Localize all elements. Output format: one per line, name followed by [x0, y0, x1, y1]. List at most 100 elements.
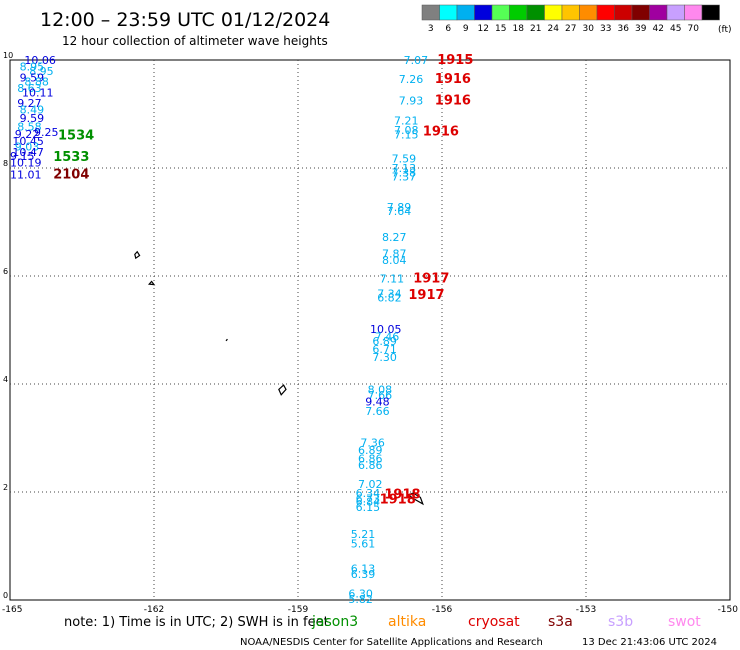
- colorbar-swatch: [649, 4, 668, 21]
- wave-height-label: 7.21: [394, 114, 419, 127]
- wave-height-label: 7.59: [392, 152, 417, 165]
- plot-area: 10.068.958.959.598.888.6310.119.278.499.…: [2, 51, 738, 615]
- pass-time-label: 1918: [384, 488, 420, 503]
- colorbar-swatch: [561, 4, 580, 21]
- colorbar-label: 15: [495, 24, 506, 34]
- wave-height-label: 7.30: [372, 351, 397, 364]
- wave-height-label: 6.89: [372, 335, 397, 348]
- satellite-legend-item: s3b: [608, 614, 633, 630]
- color-scale: 3 6 9 12 15 18 21 24 27 30 33 36 39 42 45 70: [421, 4, 720, 34]
- wave-height-label: 7.87: [382, 247, 407, 260]
- y-tick-label: 0: [3, 591, 8, 600]
- wave-height-label: 8.88: [24, 76, 49, 89]
- y-tick-label: 6: [3, 267, 8, 276]
- x-tick-label: -150: [718, 605, 739, 615]
- island-outline: [225, 338, 228, 342]
- colorbar-label: 24: [548, 24, 560, 34]
- wave-height-label: 6.86: [358, 459, 383, 472]
- colorbar-label: 21: [530, 24, 541, 34]
- wave-height-label: 7.93: [399, 95, 424, 108]
- wave-height-label: 11.01: [10, 168, 42, 181]
- colorbar-label: 30: [583, 24, 595, 34]
- colorbar-swatch: [526, 4, 545, 21]
- wave-height-label: 7.64: [387, 205, 412, 218]
- wave-height-label: 6.84: [356, 496, 381, 509]
- colorbar-label: 36: [618, 24, 630, 34]
- colorbar-swatch: [614, 4, 633, 21]
- y-tick-label: 4: [3, 375, 8, 384]
- colorbar-label: 39: [635, 24, 647, 34]
- chart-title: 12:00 – 23:59 UTC 01/12/2024: [40, 9, 330, 31]
- colorbar-swatch: [456, 4, 475, 21]
- colorbar-swatch: [491, 4, 510, 21]
- colorbar-label: 6: [445, 24, 451, 34]
- wave-height-label: 9.48: [365, 395, 390, 408]
- wave-height-label: 10.45: [12, 135, 44, 148]
- pass-time-label: 1916: [435, 72, 471, 87]
- wave-height-label: 7.13: [392, 162, 417, 175]
- colorbar-label: 12: [478, 24, 489, 34]
- wave-height-label: 7.38: [392, 166, 417, 179]
- satellite-legend-item: altika: [388, 614, 426, 630]
- colorbar-swatch: [701, 4, 720, 21]
- y-tick-label: 8: [3, 159, 8, 168]
- wave-height-label: 6.13: [351, 563, 376, 576]
- satellite-legend: jason3 altika cryosat s3a s3b swot: [311, 614, 701, 630]
- colorbar-swatch: [439, 4, 458, 21]
- wave-height-label: 6.73: [356, 492, 381, 505]
- colorbar-swatch: [474, 4, 493, 21]
- wave-height-label: 8.95: [20, 60, 44, 73]
- wave-height-label: 8.04: [382, 254, 407, 267]
- wave-height-label: 9.03: [15, 140, 40, 153]
- colorbar-label: 42: [653, 24, 664, 34]
- x-axis-ticks: -165 -162 -159 -156 -153 -150: [2, 605, 738, 615]
- colorbar-label: 70: [688, 24, 700, 34]
- wave-height-label: 7.46: [375, 330, 400, 343]
- wave-height-label: 8.63: [17, 82, 42, 95]
- wave-height-label: 7.66: [365, 405, 390, 418]
- colorbar-swatch: [579, 4, 598, 21]
- colorbar-label: 18: [513, 24, 525, 34]
- wave-height-label: 7.07: [404, 54, 429, 67]
- wave-height-label: 6.86: [358, 453, 383, 466]
- x-tick-label: -165: [2, 605, 22, 615]
- wave-height-label: 9.27: [17, 97, 42, 110]
- satellite-legend-item: swot: [668, 614, 701, 630]
- plot-frame: [9, 59, 731, 601]
- wave-height-label: 7.37: [392, 171, 417, 184]
- wave-height-labels: 10.068.958.959.598.888.6310.119.278.499.…: [10, 53, 473, 606]
- coastlines: [134, 250, 424, 506]
- footer-generated: 13 Dec 21:43:06 UTC 2024: [582, 637, 717, 648]
- pass-time-label: 2104: [53, 167, 89, 182]
- wave-height-label: 8.58: [17, 120, 42, 133]
- wave-height-label: 9.22: [15, 128, 40, 141]
- wave-height-label: 7.15: [394, 129, 419, 142]
- wave-height-label: 5.21: [351, 528, 376, 541]
- wave-height-label: 9.59: [20, 112, 44, 125]
- pass-time-label: 1915: [437, 53, 473, 68]
- satellite-legend-item: cryosat: [468, 614, 520, 630]
- wave-height-label: 7.66: [368, 389, 393, 402]
- island-outline: [147, 280, 156, 286]
- colorbar-unit: (ft): [718, 25, 732, 35]
- satellite-legend-item: s3a: [548, 614, 573, 630]
- wave-height-label: 6.30: [348, 588, 373, 601]
- wave-height-label: 6.34: [356, 487, 381, 500]
- wave-height-label: 7.89: [387, 201, 412, 214]
- colorbar-label: 45: [670, 24, 681, 34]
- pass-time-label: 1917: [408, 288, 444, 303]
- gridlines: [10, 60, 730, 600]
- colorbar-label: 33: [600, 24, 611, 34]
- wave-height-label: 7.36: [360, 436, 385, 449]
- colorbar-swatch: [544, 4, 563, 21]
- x-tick-label: -156: [432, 605, 453, 615]
- y-axis-ticks: 0 2 4 6 8 10: [3, 51, 13, 600]
- wave-height-label: 9.15: [10, 150, 35, 163]
- wave-height-label: 7.08: [394, 124, 419, 137]
- wave-height-label: 7.26: [399, 73, 424, 86]
- colorbar-swatch: [631, 4, 650, 21]
- x-tick-label: -159: [288, 605, 309, 615]
- pass-time-label: 1534: [58, 129, 94, 144]
- colorbar-swatch: [421, 4, 440, 21]
- wave-height-label: 6.82: [377, 292, 402, 305]
